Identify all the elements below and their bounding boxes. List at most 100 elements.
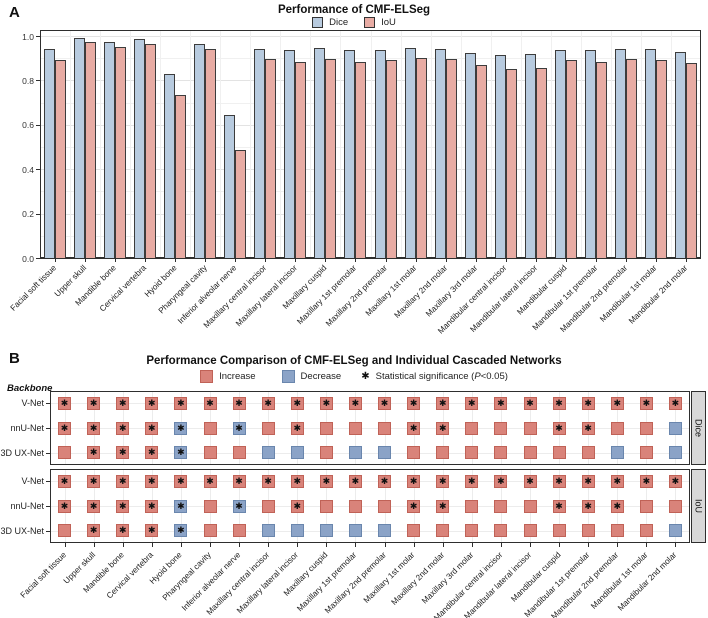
bar-dice [194, 43, 206, 258]
grid-v-line [280, 31, 282, 257]
cell-increase [494, 421, 508, 435]
grid-v-line [220, 31, 222, 257]
b-x-tick-mark [471, 543, 473, 547]
x-axis-label: Maxillary 2nd molar [392, 263, 449, 320]
backbone-header: Backbone [7, 383, 53, 394]
cell-increase: ✱ [465, 396, 479, 410]
bar-dice [164, 73, 176, 258]
cell-increase: ✱ [290, 499, 304, 513]
row-label-3d-ux-net: 3D UX-Net [0, 525, 44, 536]
cell-increase [58, 446, 72, 460]
b-x-tick-mark [64, 543, 66, 547]
cell-increase [203, 446, 217, 460]
cell-increase: ✱ [668, 474, 682, 488]
b-x-tick-mark [297, 543, 299, 547]
x-axis-label: Maxillary 3rd molar [419, 550, 475, 606]
grid-v-line [160, 31, 162, 257]
bar-dice [404, 48, 416, 258]
cell-increase [436, 446, 450, 460]
cell-increase: ✱ [639, 474, 653, 488]
bar-iou [325, 59, 337, 258]
grid-v-line [370, 31, 372, 257]
panel-a-legend: Dice IoU [0, 17, 708, 28]
cell-increase [465, 499, 479, 513]
b-x-tick-mark [355, 543, 357, 547]
bar-iou [535, 68, 547, 258]
cell-increase: ✱ [348, 396, 362, 410]
cell-increase: ✱ [581, 421, 595, 435]
cell-increase [58, 524, 72, 538]
y-tick-mark [36, 124, 40, 126]
bar-dice [284, 50, 296, 258]
bar-iou [55, 60, 67, 258]
bar-iou [205, 49, 217, 258]
cell-increase: ✱ [407, 499, 421, 513]
bar-dice [134, 39, 146, 258]
cell-increase [465, 524, 479, 538]
x-tick-mark [145, 258, 147, 262]
cell-increase [261, 421, 275, 435]
cell-increase: ✱ [407, 421, 421, 435]
cell-decrease [348, 524, 362, 538]
grid-v-line [100, 31, 102, 257]
y-tick-label: 0.0 [22, 253, 34, 264]
bar-dice [554, 50, 566, 258]
panel-b-title: Performance Comparison of CMF-ELSeg and … [146, 355, 562, 367]
cell-increase: ✱ [378, 396, 392, 410]
cell-increase: ✱ [436, 474, 450, 488]
cell-increase [581, 446, 595, 460]
cell-increase: ✱ [232, 474, 246, 488]
cell-increase: ✱ [552, 499, 566, 513]
cell-increase [203, 421, 217, 435]
b-x-tick-mark [122, 543, 124, 547]
cell-increase [552, 524, 566, 538]
bar-dice [464, 52, 476, 258]
b-x-tick-mark [675, 543, 677, 547]
bar-iou [115, 47, 127, 258]
cell-increase [203, 524, 217, 538]
bar-iou [445, 59, 457, 258]
panel-b-letter: B [9, 350, 20, 367]
x-tick-mark [655, 258, 657, 262]
b-x-tick-mark [588, 543, 590, 547]
cell-increase [523, 446, 537, 460]
grid-v-line [70, 31, 72, 257]
cell-increase: ✱ [348, 474, 362, 488]
bar-iou [355, 61, 367, 258]
cell-decrease [261, 446, 275, 460]
x-axis-label: Facial soft tissue [18, 550, 68, 600]
grid-v-line [610, 31, 612, 257]
facet-grid-h [51, 428, 689, 429]
cell-increase [494, 524, 508, 538]
row-tick-mark [46, 481, 50, 483]
b-x-tick-mark [413, 543, 415, 547]
bar-dice [74, 38, 86, 258]
row-tick-mark [46, 506, 50, 507]
row-label-3d-ux-net: 3D UX-Net [0, 447, 44, 458]
grid-v-line [460, 31, 462, 257]
cell-increase: ✱ [87, 524, 101, 538]
b-x-tick-mark [326, 543, 328, 547]
cell-increase: ✱ [581, 396, 595, 410]
bar-iou [145, 43, 157, 258]
cell-decrease [290, 446, 304, 460]
cell-increase: ✱ [319, 474, 333, 488]
facet-grid-h [51, 506, 689, 507]
cell-increase: ✱ [407, 474, 421, 488]
cell-increase: ✱ [203, 474, 217, 488]
cell-increase [552, 446, 566, 460]
bar-iou [85, 41, 97, 258]
cell-increase [348, 499, 362, 513]
b-x-tick-mark [530, 543, 531, 547]
cell-increase: ✱ [581, 499, 595, 513]
x-tick-mark [595, 258, 597, 262]
cell-increase: ✱ [610, 396, 624, 410]
b-x-tick-mark [93, 543, 95, 547]
panel-b-legend: Increase Decrease ✱ Statistical signific… [0, 370, 708, 383]
x-tick-mark [535, 258, 537, 262]
x-tick-mark [265, 258, 267, 262]
grid-v-line [640, 31, 642, 257]
cell-increase: ✱ [261, 474, 275, 488]
cell-decrease: ✱ [174, 499, 188, 513]
